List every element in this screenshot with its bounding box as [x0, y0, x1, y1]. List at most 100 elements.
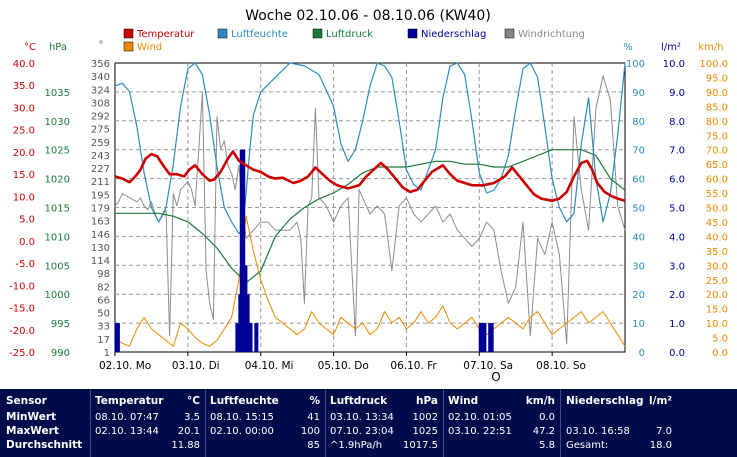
- press-max-value: 1025: [412, 426, 438, 437]
- weather-chart: Woche 02.10.06 - 08.10.06 (KW40) Temperat…: [9, 8, 728, 384]
- wind-direction-tick-label: 17: [97, 335, 110, 346]
- precipitation-bar: [241, 149, 246, 352]
- wind-speed-tick-label: 90.0: [706, 88, 728, 99]
- precipitation-bar: [254, 323, 259, 352]
- temperature-tick-label: 20.0: [13, 148, 35, 159]
- hum-min-value: 41: [307, 412, 320, 423]
- header-humidity-unit: %: [309, 395, 320, 407]
- wind-speed-tick-label: 40.0: [706, 232, 728, 243]
- precipitation-bar: [482, 323, 487, 352]
- header-pressure-unit: hPa: [416, 395, 438, 407]
- rain-total-value: 18.0: [649, 440, 672, 451]
- temperature-tick-label: -5.0: [15, 259, 35, 270]
- header-temperature: Temperatur: [95, 395, 164, 407]
- header-precipitation: Niederschlag: [566, 395, 644, 407]
- humidity-tick-label: 60: [632, 175, 645, 186]
- wind-speed-tick-label: 65.0: [706, 160, 728, 171]
- wind-speed-tick-label: 60.0: [706, 175, 728, 186]
- legend-label-1: Temperatur: [136, 29, 195, 40]
- x-tick-label: 02.10. Mo: [99, 360, 151, 372]
- wind-direction-tick-label: 356: [91, 59, 110, 70]
- wind-direction-tick-label: 308: [91, 98, 110, 109]
- temp-max-value: 20.1: [177, 426, 200, 437]
- precipitation-tick-label: 9.0: [669, 88, 685, 99]
- x-tick-label: 04.10. Mi: [245, 360, 294, 372]
- header-temperature-unit: °C: [187, 395, 200, 407]
- series-line-windrichtung: [114, 75, 626, 345]
- axis-unit-humidity: %: [623, 42, 633, 53]
- precipitation-tick-label: 8.0: [669, 117, 685, 128]
- wind-direction-tick-label: 1: [104, 348, 110, 359]
- table-row-min: MinWert 08.10. 07:47 3.5 08.10. 15:15 41…: [0, 411, 737, 424]
- legend-swatch-6: [123, 41, 134, 52]
- precipitation-bar: [248, 323, 253, 352]
- precipitation-tick-label: 10.0: [663, 59, 685, 70]
- wind-direction-tick-label: 82: [97, 282, 110, 293]
- pressure-tick-label: 1030: [45, 117, 70, 128]
- wind-direction-tick-label: 243: [91, 151, 110, 162]
- legend-label-3: Luftdruck: [326, 29, 373, 40]
- rain-max-time: 03.10. 16:58: [566, 426, 630, 437]
- wind-max-time: 03.10. 22:51: [448, 426, 512, 437]
- press-max-time: 07.10. 23:04: [330, 426, 394, 437]
- hum-avg-value: 85: [307, 440, 320, 451]
- wind-max-value: 47.2: [532, 426, 555, 437]
- wind-direction-tick-label: 195: [91, 190, 110, 201]
- humidity-tick-label: 100: [626, 59, 645, 70]
- precipitation-tick-label: 4.0: [669, 232, 685, 243]
- wind-direction-tick-label: 163: [91, 217, 110, 228]
- wind-direction-tick-label: 50: [97, 309, 110, 320]
- series-line-luftdruck: [115, 149, 626, 284]
- precipitation-tick-label: 5.0: [669, 204, 685, 215]
- humidity-tick-label: 50: [632, 204, 645, 215]
- wind-direction-tick-label: 275: [91, 125, 110, 136]
- precipitation-bar: [478, 323, 483, 352]
- temperature-tick-label: 5.0: [19, 215, 35, 226]
- hum-max-time: 02.10. 00:00: [210, 426, 274, 437]
- press-min-time: 03.10. 13:34: [330, 412, 394, 423]
- wind-direction-tick-label: 340: [91, 72, 110, 83]
- precipitation-tick-label: 7.0: [669, 146, 685, 157]
- wind-speed-tick-label: 0.0: [712, 348, 728, 359]
- temperature-tick-label: -20.0: [9, 326, 35, 337]
- legend-swatch-1: [123, 28, 134, 39]
- temperature-tick-label: 10.0: [13, 192, 35, 203]
- humidity-tick-label: 70: [632, 146, 645, 157]
- humidity-tick-label: 30: [632, 261, 645, 272]
- legend-swatch-4: [407, 28, 418, 39]
- temperature-tick-label: 0.0: [19, 237, 35, 248]
- table-header-row: Sensor Temperatur °C Luftfeuchte % Luftd…: [0, 395, 737, 408]
- wind-direction-tick-label: 146: [91, 230, 110, 241]
- humidity-tick-label: 20: [632, 290, 645, 301]
- temperature-tick-label: 15.0: [13, 170, 35, 181]
- humidity-tick-label: 40: [632, 232, 645, 243]
- column-divider: [560, 389, 561, 457]
- pressure-tick-label: 1010: [45, 232, 70, 243]
- wind-speed-tick-label: 25.0: [706, 276, 728, 287]
- temperature-tick-label: 35.0: [13, 81, 35, 92]
- wind-speed-tick-label: 50.0: [706, 204, 728, 215]
- pressure-tick-label: 995: [51, 319, 70, 330]
- wind-min-time: 02.10. 01:05: [448, 412, 512, 423]
- chart-title: Woche 02.10.06 - 08.10.06 (KW40): [245, 8, 491, 24]
- temp-avg-value: 11.88: [171, 440, 200, 451]
- precipitation-bar: [235, 323, 240, 352]
- wind-speed-tick-label: 80.0: [706, 117, 728, 128]
- wind-direction-tick-label: 211: [91, 177, 110, 188]
- precipitation-tick-label: 3.0: [669, 261, 685, 272]
- wind-speed-tick-label: 85.0: [706, 102, 728, 113]
- axis-unit-wind_direction: °: [99, 40, 104, 51]
- temp-min-value: 3.5: [184, 412, 200, 423]
- x-tick-label: 06.10. Fr: [390, 360, 437, 372]
- header-sensor: Sensor: [6, 395, 47, 407]
- wind-direction-tick-label: 227: [91, 164, 110, 175]
- temperature-tick-label: 40.0: [13, 59, 35, 70]
- wind-speed-tick-label: 45.0: [706, 218, 728, 229]
- hum-max-value: 100: [300, 426, 320, 437]
- precipitation-tick-label: 6.0: [669, 175, 685, 186]
- wind-speed-tick-label: 30.0: [706, 261, 728, 272]
- wind-speed-tick-label: 15.0: [706, 305, 728, 316]
- x-tick-label: 08.10. So: [536, 360, 586, 372]
- temperature-tick-label: -25.0: [9, 348, 35, 359]
- header-wind: Wind: [448, 395, 479, 407]
